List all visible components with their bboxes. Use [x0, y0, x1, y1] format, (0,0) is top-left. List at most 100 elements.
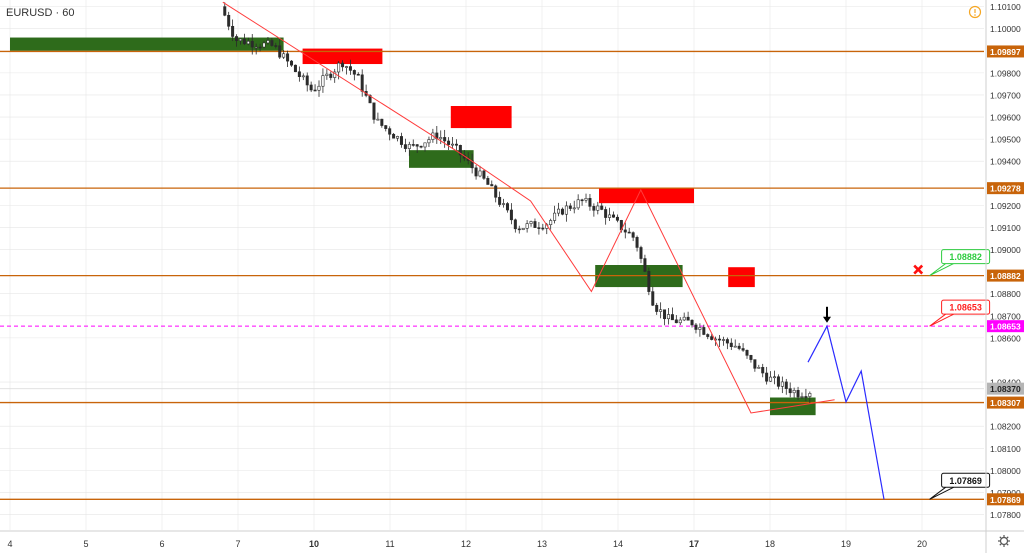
zigzag-trend-line[interactable] — [222, 1, 835, 414]
candle-body — [718, 338, 722, 341]
candle-body — [792, 390, 796, 394]
candles — [223, 2, 812, 404]
candle-body — [329, 73, 333, 78]
candle-body — [659, 309, 663, 312]
y-tick-label: 1.08400 — [990, 378, 1021, 388]
supply-zone — [450, 106, 512, 129]
level-price-tag-text: 1.08307 — [990, 398, 1021, 408]
candle-body — [505, 203, 509, 211]
annotations[interactable]: 1.08882 1.08653 1.07869 — [823, 249, 991, 500]
candle-body — [494, 185, 498, 198]
candle-body — [682, 316, 686, 321]
candle-body — [710, 336, 714, 340]
candle-body — [663, 309, 667, 320]
candle-body — [274, 45, 278, 47]
candle-body — [376, 118, 380, 121]
level-price-tag-text: 1.09897 — [990, 47, 1021, 57]
candle-body — [580, 199, 584, 202]
candle-body — [761, 367, 765, 374]
candle-body — [592, 206, 596, 211]
candle-body — [600, 205, 604, 210]
candle-body — [733, 345, 737, 348]
demand-zone — [409, 150, 474, 168]
candle-body — [502, 203, 506, 205]
dashed-level-price-tag-text: 1.08653 — [990, 322, 1021, 332]
candle-body — [415, 144, 419, 147]
level-price-tag-bg — [987, 269, 1024, 282]
candle-body — [521, 227, 525, 230]
candle-body — [729, 342, 733, 347]
callout-label: 1.08882 — [949, 252, 982, 262]
candle-body — [533, 221, 537, 228]
trend-lines[interactable] — [222, 1, 885, 500]
candle-body — [266, 40, 270, 44]
candle-body — [317, 85, 321, 91]
y-tick-label: 1.09400 — [990, 157, 1021, 167]
level-price-tag-bg — [987, 396, 1024, 409]
candle-body — [588, 198, 592, 207]
candle-body — [765, 372, 769, 382]
candle-body — [564, 205, 568, 215]
callout-box[interactable] — [941, 249, 991, 265]
candle-body — [615, 216, 619, 221]
candle-body — [238, 38, 242, 42]
candle-body — [800, 396, 804, 398]
callout-box[interactable] — [941, 472, 991, 488]
candle-body — [529, 221, 533, 224]
info-circle-icon[interactable] — [968, 5, 982, 19]
candle-body — [231, 25, 235, 37]
current-price-tag-text: 1.08370 — [990, 384, 1021, 394]
y-tick-label: 1.09000 — [990, 245, 1021, 255]
level-price-tag-bg — [987, 45, 1024, 58]
candle-body — [411, 144, 415, 146]
callout-pointer — [929, 263, 954, 277]
callout-label: 1.08653 — [949, 303, 982, 313]
candle-body — [612, 214, 616, 218]
candle-body — [745, 349, 749, 356]
candle-body — [403, 144, 407, 149]
y-tick-label: 1.10100 — [990, 2, 1021, 12]
grid — [0, 0, 984, 530]
projection-path-line[interactable] — [807, 324, 885, 500]
candle-body — [372, 102, 376, 120]
candle-body — [297, 71, 301, 77]
candle-body — [608, 214, 612, 218]
candle-body — [513, 219, 517, 230]
x-tick-label: 14 — [613, 539, 623, 549]
candle-body — [482, 170, 486, 179]
candle-body — [486, 178, 490, 185]
candle-body — [690, 319, 694, 326]
x-tick-label: 6 — [159, 539, 164, 549]
candle-body — [769, 376, 773, 382]
candle-body — [604, 209, 608, 218]
gear-icon[interactable] — [998, 535, 1010, 547]
current-price-tag-bg — [987, 382, 1024, 395]
y-tick-label: 1.09600 — [990, 113, 1021, 123]
candle-body — [647, 271, 651, 292]
candle-body — [290, 60, 294, 66]
callout-box[interactable] — [941, 299, 991, 315]
candle-body — [427, 139, 431, 144]
level-price-tag-bg — [987, 182, 1024, 195]
candle-body — [384, 125, 388, 129]
candle-body — [344, 66, 348, 68]
cancel-x-icon[interactable] — [913, 264, 924, 275]
y-tick-label: 1.10000 — [990, 24, 1021, 34]
candle-body — [674, 319, 678, 324]
supply-zone — [302, 48, 383, 65]
level-price-tag-text: 1.08882 — [990, 271, 1021, 281]
candle-body — [666, 314, 670, 320]
level-price-tag-text: 1.09278 — [990, 184, 1021, 194]
candle-body — [772, 376, 776, 379]
level-price-tag-bg — [987, 493, 1024, 506]
candle-body — [447, 140, 451, 145]
candle-body — [796, 390, 800, 398]
horizontal-levels[interactable] — [0, 50, 984, 500]
candle-body — [753, 359, 757, 369]
x-tick-label: 17 — [689, 539, 699, 549]
x-tick-label: 12 — [461, 539, 471, 549]
candle-body — [282, 53, 286, 58]
candle-body — [655, 304, 659, 312]
